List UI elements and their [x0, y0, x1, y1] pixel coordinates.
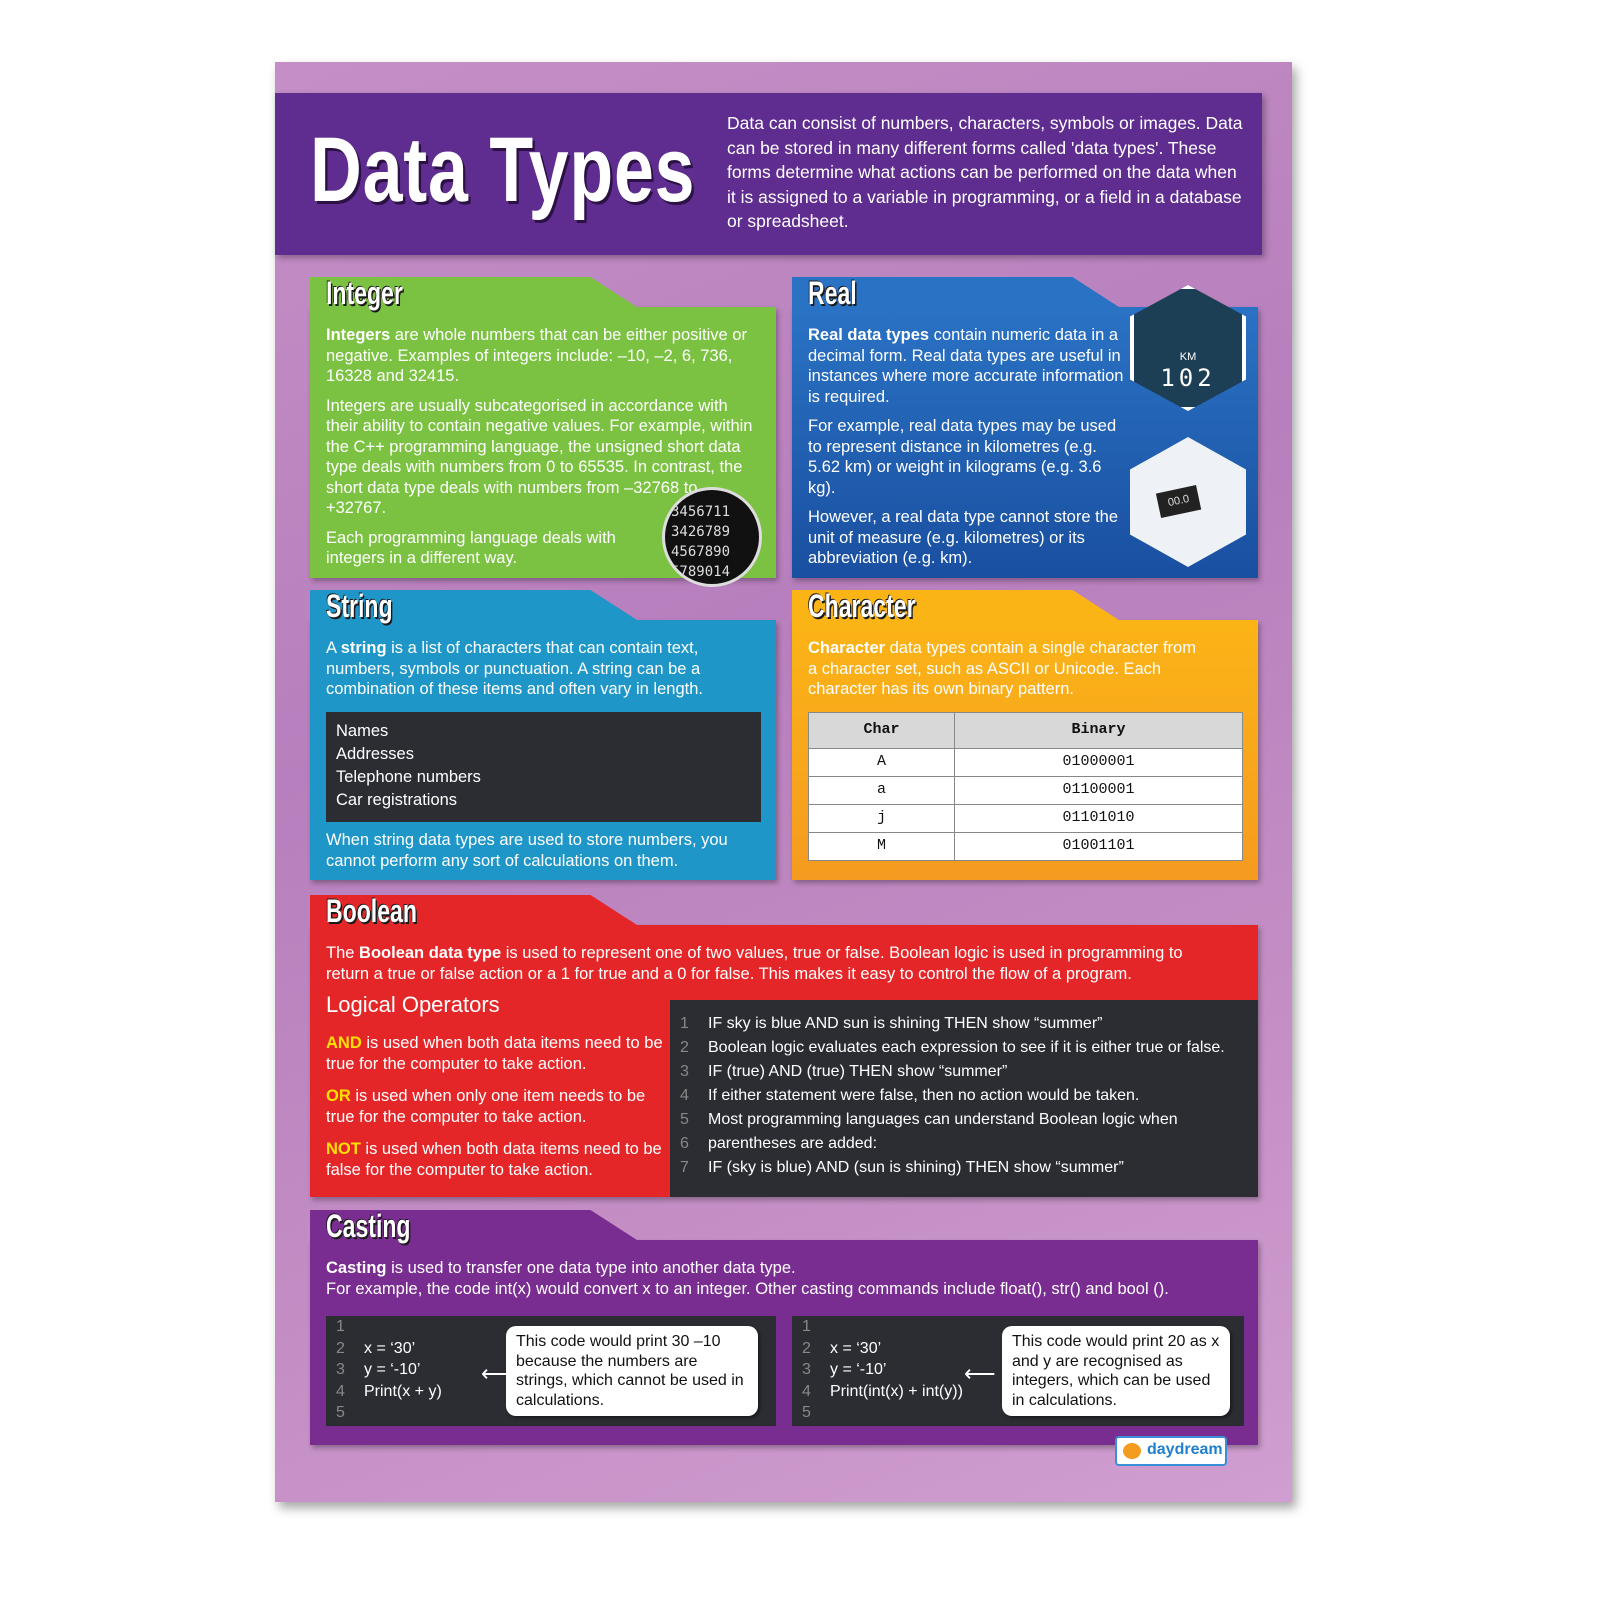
page-title: Data Types: [310, 119, 696, 221]
gauge-value: 102: [1160, 363, 1216, 392]
cell: 01100001: [954, 776, 1243, 805]
and-desc: is used when both data items need to be …: [326, 1034, 663, 1073]
cell: 01101010: [954, 804, 1243, 833]
character-p1: data types contain a single character fr…: [808, 639, 1196, 698]
real-p3: However, a real data type cannot store t…: [808, 508, 1119, 567]
code-line: 7 IF (sky is blue) AND (sun is shining) T…: [680, 1159, 1124, 1176]
list-item: Telephone numbers: [336, 768, 481, 786]
casting-title: Casting: [326, 1208, 411, 1244]
cell: a: [808, 776, 955, 805]
daydream-logo: daydream: [1115, 1436, 1227, 1466]
code-line: 1 IF sky is blue AND sun is shining THEN …: [680, 1015, 1103, 1032]
cell: 01000001: [954, 748, 1243, 777]
not-desc: is used when both data items need to be …: [326, 1140, 662, 1179]
code-line: 2 Boolean logic evaluates each expression…: [680, 1039, 1225, 1056]
boolean-code-block: 1 IF sky is blue AND sun is shining THEN …: [670, 1000, 1258, 1197]
boolean-p1: is used to represent one of two values, …: [326, 944, 1183, 983]
cell: M: [808, 832, 955, 861]
string-panel: String A string is a list of characters …: [310, 590, 776, 880]
string-p1: is a list of characters that can contain…: [326, 639, 703, 698]
integer-bold: Integers: [326, 326, 391, 344]
real-title: Real: [808, 275, 857, 311]
table-header: Char Binary: [808, 712, 1243, 749]
cell: j: [808, 804, 955, 833]
logical-operators-title: Logical Operators: [326, 992, 500, 1017]
or-desc: is used when only one item needs to be t…: [326, 1087, 646, 1126]
casting-note-1: This code would print 30 –10 because the…: [506, 1326, 758, 1416]
speedometer-icon: KM 102: [1130, 285, 1246, 411]
integer-title: Integer: [326, 275, 403, 311]
logo-text: daydream: [1147, 1441, 1223, 1458]
and-keyword: AND: [326, 1034, 362, 1052]
casting-note-2: This code would print 20 as x and y are …: [1002, 1326, 1230, 1416]
table-row: a 01100001: [808, 776, 1243, 805]
intro-text: Data can consist of numbers, characters,…: [727, 113, 1243, 231]
real-p1: contain numeric data in a decimal form. …: [808, 326, 1124, 406]
boolean-title: Boolean: [326, 893, 417, 929]
not-keyword: NOT: [326, 1140, 361, 1158]
table-row: A 01000001: [808, 748, 1243, 777]
code-line: 3 IF (true) AND (true) THEN show “summer”: [680, 1063, 1008, 1080]
character-bold: Character: [808, 639, 886, 657]
integer-p2: Integers are usually subcategorised in a…: [326, 396, 753, 518]
scale-display: 00.0: [1155, 484, 1202, 518]
string-bold: string: [340, 639, 387, 657]
arrow-icon: ⟵: [481, 1361, 513, 1386]
numbers-image: 3456711 3426789 4567890 5789014: [662, 487, 762, 587]
string-title: String: [326, 588, 393, 624]
code-line: 6 parentheses are added:: [680, 1135, 878, 1152]
table-row: M 01001101: [808, 832, 1243, 861]
arrow-icon: ⟵: [964, 1361, 996, 1386]
boolean-p1a: The: [326, 944, 360, 962]
or-keyword: OR: [326, 1087, 351, 1105]
casting-panel: Casting Casting is used to transfer one …: [310, 1210, 1258, 1445]
header-char: Char: [808, 712, 955, 749]
string-p2: When string data types are used to store…: [326, 831, 728, 870]
character-title: Character: [808, 588, 916, 624]
casting-p2: For example, the code int(x) would conve…: [326, 1279, 1169, 1298]
real-p2: For example, real data types may be used…: [808, 417, 1117, 497]
casting-bold: Casting: [326, 1259, 387, 1277]
list-item: Addresses: [336, 745, 414, 763]
boolean-bold: Boolean data type: [359, 944, 502, 962]
real-panel: Real Real data types contain numeric dat…: [792, 277, 1258, 578]
casting-p1: is used to transfer one data type into a…: [386, 1259, 796, 1277]
list-item: Car registrations: [336, 791, 458, 809]
gauge-unit: KM: [1179, 351, 1197, 363]
code-line: 4 If either statement were false, then no…: [680, 1087, 1140, 1104]
code-line: 5 Most programming languages can understa…: [680, 1111, 1178, 1128]
cell: A: [808, 748, 955, 777]
table-row: j 01101010: [808, 804, 1243, 833]
logo-mark-icon: [1123, 1443, 1141, 1459]
cell: 01001101: [954, 832, 1243, 861]
string-examples-box: Names Addresses Telephone numbers Car re…: [326, 712, 761, 822]
header-banner: Data Types Data can consist of numbers, …: [275, 93, 1262, 255]
real-bold: Real data types: [808, 326, 930, 344]
string-p1a: A: [326, 639, 341, 657]
integer-p1: are whole numbers that can be either pos…: [326, 326, 747, 385]
weighing-scale-icon: 00.0: [1130, 437, 1246, 567]
character-panel: Character Character data types contain a…: [792, 590, 1258, 880]
header-binary: Binary: [954, 712, 1243, 749]
character-table: Char Binary A 01000001 a 01100001 j 01101010…: [808, 712, 1243, 861]
list-item: Names: [336, 722, 389, 740]
integer-panel: Integer Integers are whole numbers that …: [310, 277, 776, 587]
integer-p3: Each programming language deals with int…: [326, 528, 616, 568]
boolean-panel: Boolean The Boolean data type is used to…: [310, 895, 1258, 1197]
